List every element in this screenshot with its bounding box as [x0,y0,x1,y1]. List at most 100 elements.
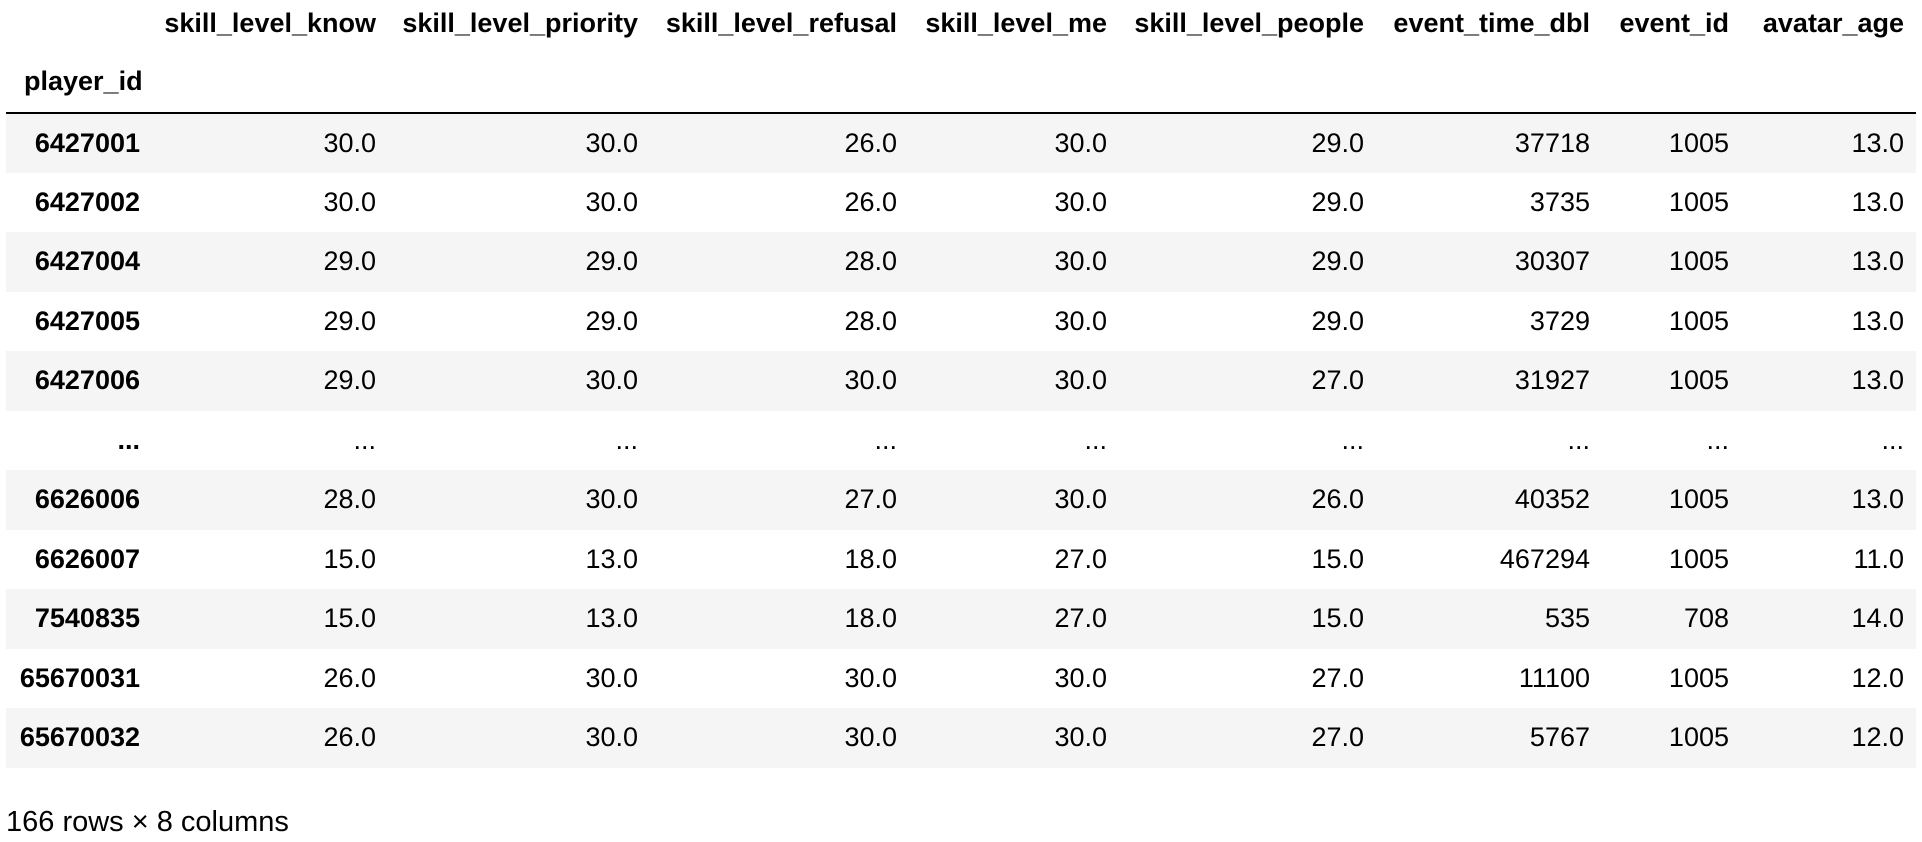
table-row: 6427005 29.0 29.0 28.0 30.0 29.0 3729 10… [6,291,1916,351]
row-index: 6427004 [34,246,140,277]
row-index: 6427002 [34,186,140,217]
table-cell: ... [615,424,638,455]
table-cell: 467294 [1499,543,1590,574]
table-row: 6427001 30.0 30.0 26.0 30.0 29.0 37718 1… [6,113,1916,173]
table-cell: 29.0 [323,305,376,336]
table-cell: 18.0 [844,543,897,574]
column-header: avatar_age [1762,8,1904,38]
table-cell: 29.0 [1311,305,1364,336]
table-cell: 30.0 [1054,186,1107,217]
table-cell: 29.0 [585,305,638,336]
row-index: 6427001 [34,127,140,158]
table-cell: 13.0 [585,543,638,574]
table-cell: 26.0 [323,722,376,753]
table-cell: 3735 [1529,186,1590,217]
table-cell: 29.0 [1311,127,1364,158]
table-cell: 29.0 [323,365,376,396]
table-cell: 28.0 [844,305,897,336]
table-cell: 30.0 [585,484,638,515]
table-cell: 18.0 [844,603,897,634]
table-cell: 1005 [1668,365,1729,396]
table-cell: 1005 [1668,722,1729,753]
table-cell: 30.0 [585,365,638,396]
table-cell: 14.0 [1851,603,1904,634]
table-cell: 15.0 [1311,543,1364,574]
column-header: skill_level_refusal [665,8,897,38]
table-cell: 30.0 [1054,127,1107,158]
row-index: 6427006 [34,365,140,396]
table-cell: 535 [1544,603,1590,634]
table-cell: ... [1881,424,1904,455]
table-cell: 30.0 [1054,305,1107,336]
table-cell: 1005 [1668,484,1729,515]
empty-header-cell [1119,47,1376,113]
empty-header-cell [909,47,1119,113]
table-cell: 30.0 [1054,246,1107,277]
table-cell: 40352 [1514,484,1590,515]
table-row: 6626007 15.0 13.0 18.0 27.0 15.0 467294 … [6,529,1916,589]
table-cell: 30.0 [1054,365,1107,396]
ellipsis-row: ... ... ... ... ... ... ... ... ... [6,410,1916,470]
table-cell: 13.0 [1851,186,1904,217]
table-shape-caption: 166 rows × 8 columns [6,806,289,838]
table-cell: 27.0 [844,484,897,515]
table-cell: 28.0 [844,246,897,277]
corner-cell [6,0,152,47]
column-header: skill_level_priority [402,8,638,38]
row-index: 6427005 [34,305,140,336]
empty-header-cell [1376,47,1602,113]
table-cell: 27.0 [1311,662,1364,693]
table-cell: 27.0 [1311,722,1364,753]
row-index: 65670032 [19,722,140,753]
table-cell: 13.0 [585,603,638,634]
table-cell: 30.0 [1054,722,1107,753]
empty-header-cell [388,47,650,113]
table-cell: 1005 [1668,543,1729,574]
table-cell: 30.0 [844,722,897,753]
column-header: skill_level_know [164,8,376,38]
table-row: 65670032 26.0 30.0 30.0 30.0 27.0 5767 1… [6,708,1916,768]
table-row: 6427002 30.0 30.0 26.0 30.0 29.0 3735 10… [6,172,1916,232]
table-cell: 30.0 [844,662,897,693]
table-cell: 26.0 [323,662,376,693]
row-index: 6626007 [34,543,140,574]
empty-header-cell [1741,47,1916,113]
table-cell: 1005 [1668,127,1729,158]
row-index: ... [117,424,140,455]
table-row: 6626006 28.0 30.0 27.0 30.0 26.0 40352 1… [6,470,1916,530]
table-cell: 30.0 [844,365,897,396]
table-cell: ... [353,424,376,455]
table-cell: 29.0 [323,246,376,277]
table-cell: 1005 [1668,246,1729,277]
table-cell: 26.0 [1311,484,1364,515]
table-cell: 708 [1683,603,1729,634]
column-header: event_id [1619,8,1729,38]
table-cell: 30.0 [1054,662,1107,693]
table-row: 6427006 29.0 30.0 30.0 30.0 27.0 31927 1… [6,351,1916,411]
table-cell: 27.0 [1054,603,1107,634]
column-header: skill_level_people [1134,8,1364,38]
column-header-row: skill_level_know skill_level_priority sk… [6,0,1916,47]
table-cell: 30.0 [323,127,376,158]
table-cell: 1005 [1668,662,1729,693]
table-cell: 12.0 [1851,662,1904,693]
table-cell: 15.0 [323,543,376,574]
table-cell: ... [1084,424,1107,455]
table-cell: 15.0 [1311,603,1364,634]
table-cell: 30.0 [323,186,376,217]
dataframe-table: skill_level_know skill_level_priority sk… [6,0,1916,768]
table-cell: 30.0 [1054,484,1107,515]
table-cell: ... [874,424,897,455]
table-cell: 26.0 [844,127,897,158]
table-cell: 13.0 [1851,246,1904,277]
row-index: 7540835 [34,603,140,634]
table-cell: 11100 [1518,662,1590,693]
table-cell: 26.0 [844,186,897,217]
table-cell: 29.0 [1311,246,1364,277]
index-name: player_id [24,66,143,96]
table-cell: ... [1706,424,1729,455]
table-cell: 30.0 [585,722,638,753]
dataframe-output: skill_level_know skill_level_priority sk… [6,0,1916,768]
table-cell: 30.0 [585,186,638,217]
table-cell: ... [1341,424,1364,455]
